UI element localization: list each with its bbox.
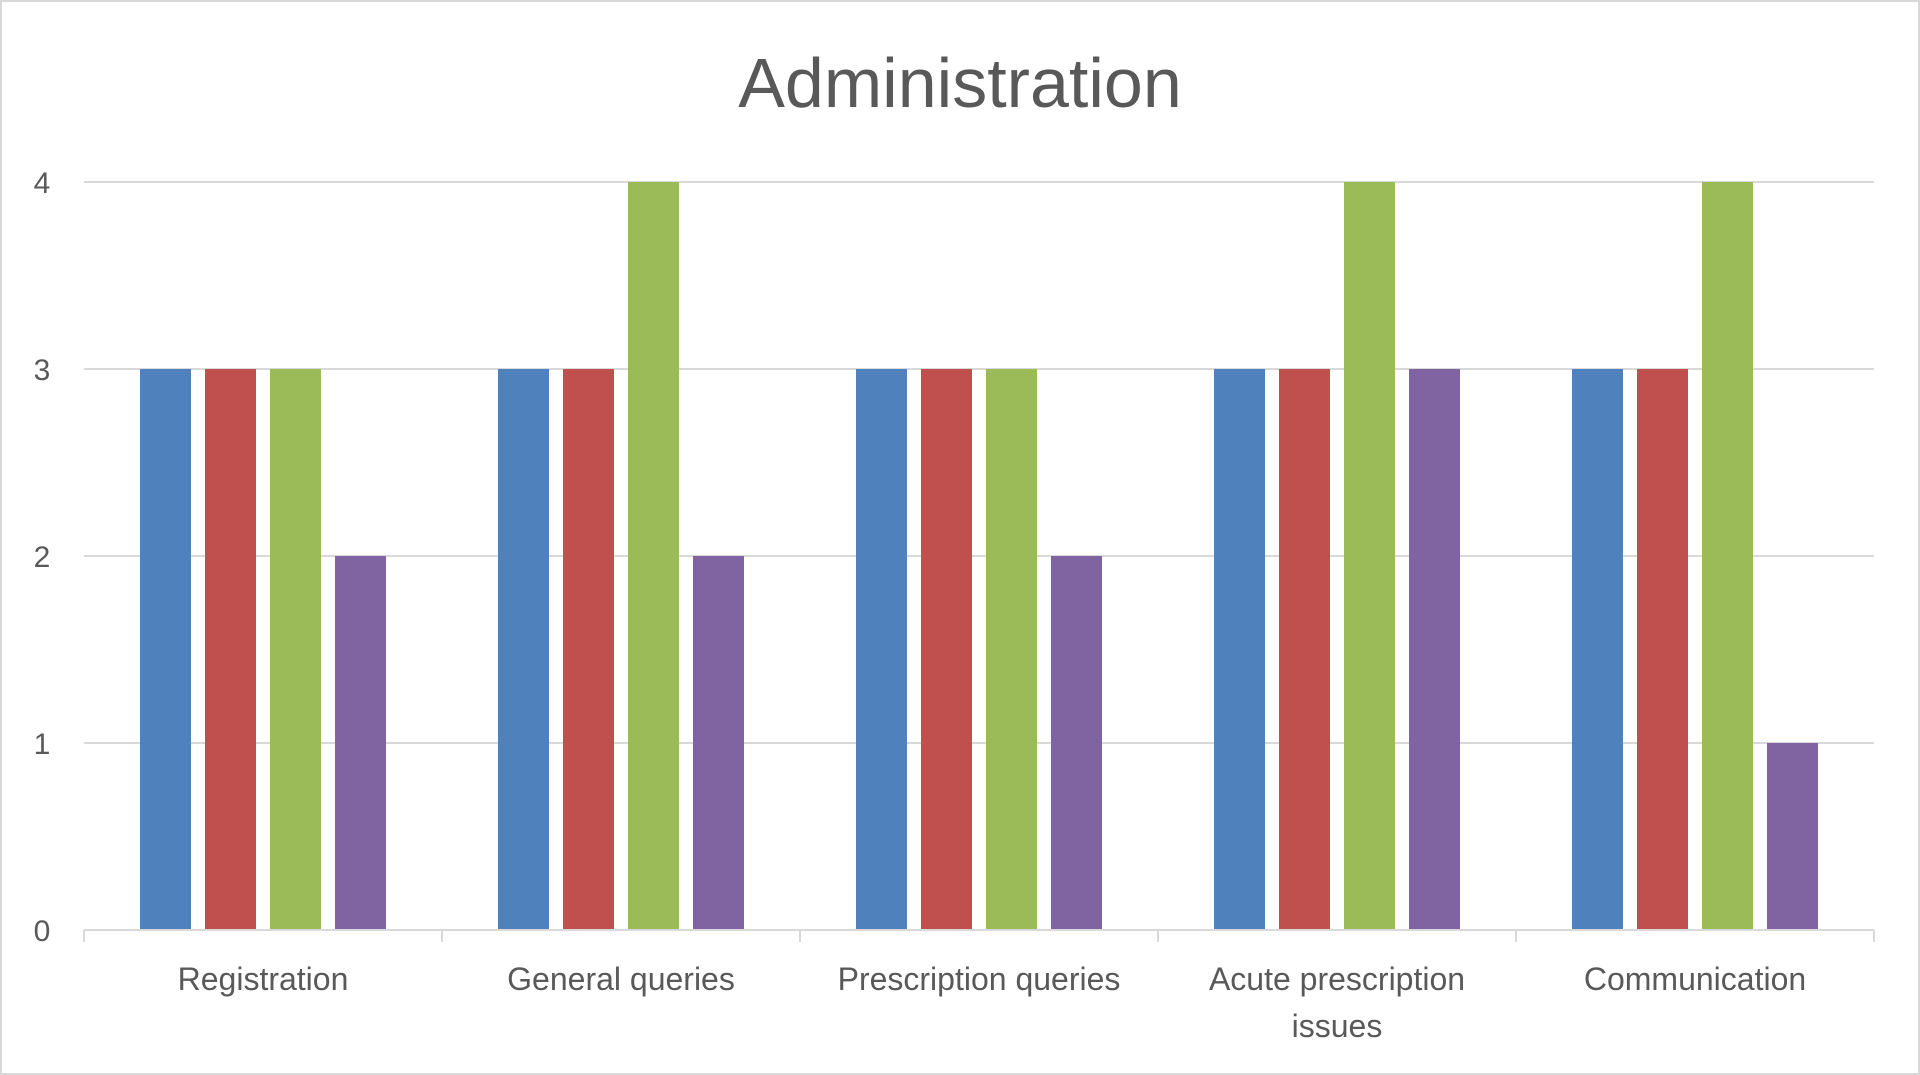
x-category-label: General queries: [507, 961, 735, 997]
bar: [1767, 743, 1818, 930]
y-tick-label: 1: [34, 728, 51, 761]
y-axis-tick-labels: 0 1 2 3 4: [34, 167, 51, 948]
bar: [921, 369, 972, 930]
bar: [628, 182, 679, 930]
bar: [1572, 369, 1623, 930]
y-tick-label: 4: [34, 167, 51, 200]
bar: [856, 369, 907, 930]
bar: [1702, 182, 1753, 930]
x-category-label: issues: [1292, 1008, 1383, 1044]
x-category-label: Acute prescription: [1209, 961, 1465, 997]
bar: [563, 369, 614, 930]
bar: [205, 369, 256, 930]
bar: [1409, 369, 1460, 930]
bar: [1051, 556, 1102, 930]
x-category-label: Prescription queries: [838, 961, 1121, 997]
bar: [1637, 369, 1688, 930]
x-category-label: Registration: [178, 961, 349, 997]
bar: [986, 369, 1037, 930]
y-tick-label: 0: [34, 915, 51, 948]
y-tick-label: 3: [34, 354, 51, 387]
x-axis: [83, 929, 1875, 942]
x-axis-category-labels: Registration General queries Prescription …: [178, 961, 1807, 1044]
bar: [270, 369, 321, 930]
bar: [335, 556, 386, 930]
y-tick-label: 2: [34, 541, 51, 574]
bar: [693, 556, 744, 930]
bar: [1214, 369, 1265, 930]
bar: [498, 369, 549, 930]
bar: [1344, 182, 1395, 930]
chart-title: Administration: [738, 44, 1182, 122]
bar: [140, 369, 191, 930]
bar: [1279, 369, 1330, 930]
x-category-label: Communication: [1584, 961, 1806, 997]
bars: [140, 182, 1818, 930]
